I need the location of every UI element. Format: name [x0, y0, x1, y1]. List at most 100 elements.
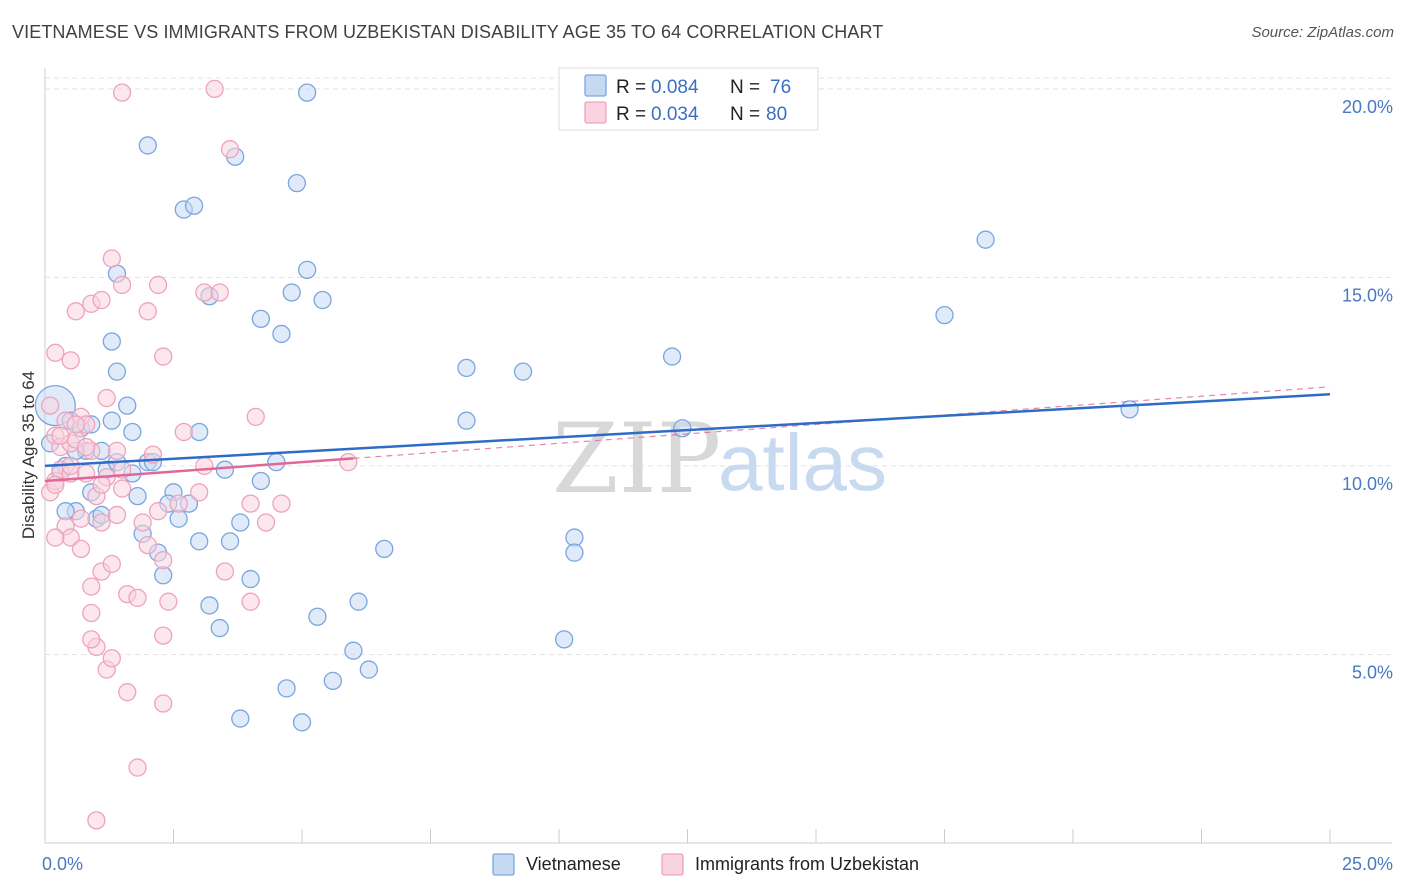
point-uzbekistan — [102, 249, 121, 268]
legend-swatch-uzbekistan — [584, 101, 607, 124]
point-vietnamese — [184, 196, 204, 215]
point-vietnamese — [102, 332, 121, 351]
point-uzbekistan — [61, 351, 80, 370]
point-vietnamese — [231, 513, 250, 532]
point-uzbekistan — [195, 283, 214, 302]
point-uzbekistan — [40, 396, 60, 415]
point-vietnamese — [349, 592, 368, 611]
legend-r-label-1: R = — [616, 104, 646, 125]
point-uzbekistan — [138, 535, 157, 555]
y-tick-label: 15.0% — [1342, 285, 1393, 305]
y-axis-title: Disability Age 35 to 64 — [19, 371, 38, 539]
watermark: ZIP atlas — [552, 403, 887, 515]
point-uzbekistan — [71, 539, 91, 559]
watermark-atlas: atlas — [718, 418, 887, 507]
point-vietnamese — [215, 460, 235, 479]
legend-n-value-0: 76 — [770, 77, 791, 98]
point-uzbekistan — [195, 456, 214, 476]
point-uzbekistan — [169, 494, 188, 513]
x-tick-label: 25.0% — [1342, 854, 1393, 874]
point-uzbekistan — [46, 528, 65, 547]
point-uzbekistan — [159, 592, 178, 611]
point-vietnamese — [976, 230, 995, 249]
point-uzbekistan — [112, 83, 132, 102]
point-vietnamese — [344, 641, 363, 660]
point-uzbekistan — [148, 275, 168, 295]
point-vietnamese — [272, 324, 291, 344]
point-uzbekistan — [133, 513, 152, 532]
point-vietnamese — [231, 709, 250, 728]
point-uzbekistan — [148, 502, 168, 521]
trend-lines — [44, 386, 1331, 483]
legend-n-label-1: N = — [730, 104, 760, 125]
point-uzbekistan — [107, 441, 127, 460]
point-uzbekistan — [46, 343, 65, 362]
point-uzbekistan — [174, 422, 193, 442]
point-vietnamese — [190, 532, 209, 551]
point-uzbekistan — [256, 513, 276, 532]
gridlines — [45, 77, 1392, 655]
source-label: Source: ZipAtlas.com — [1251, 24, 1394, 41]
point-uzbekistan — [76, 437, 96, 457]
point-vietnamese — [513, 362, 533, 381]
bottom-legend-label-vietnamese: Vietnamese — [526, 854, 621, 874]
point-uzbekistan — [128, 758, 147, 777]
legend-n-label-0: N = — [730, 77, 760, 98]
point-uzbekistan — [215, 562, 235, 581]
point-vietnamese — [282, 283, 301, 302]
point-uzbekistan — [220, 140, 240, 159]
point-vietnamese — [251, 309, 271, 329]
point-uzbekistan — [205, 79, 224, 99]
legend-r-value-1: 0.034 — [651, 104, 699, 125]
point-vietnamese — [554, 630, 574, 649]
point-vietnamese — [662, 347, 682, 366]
axes — [44, 68, 1392, 844]
point-vietnamese — [200, 596, 219, 615]
point-vietnamese — [210, 618, 229, 638]
point-vietnamese — [673, 419, 692, 438]
legend-n-value-1: 80 — [766, 104, 787, 125]
chart-title: VIETNAMESE VS IMMIGRANTS FROM UZBEKISTAN… — [12, 22, 884, 42]
point-uzbekistan — [82, 630, 101, 649]
point-vietnamese — [118, 396, 137, 415]
point-uzbekistan — [154, 551, 173, 570]
point-uzbekistan — [112, 275, 132, 295]
point-uzbekistan — [92, 475, 111, 494]
point-vietnamese — [267, 453, 286, 472]
point-uzbekistan — [82, 603, 101, 623]
tick-labels: 5.0% 10.0% 15.0% 20.0% 0.0% 25.0% — [42, 97, 1393, 874]
point-vietnamese — [375, 539, 394, 559]
point-vietnamese — [190, 422, 209, 442]
point-vietnamese — [287, 173, 307, 193]
point-uzbekistan — [118, 683, 137, 702]
point-vietnamese — [457, 358, 476, 378]
watermark-zip: ZIP — [552, 403, 721, 515]
bottom-legend-label-uzbekistan: Immigrants from Uzbekistan — [695, 854, 919, 874]
point-uzbekistan — [154, 626, 173, 645]
point-uzbekistan — [241, 494, 260, 513]
legend-swatch-vietnamese — [584, 74, 607, 97]
point-uzbekistan — [71, 509, 91, 528]
point-vietnamese — [308, 607, 327, 626]
point-uzbekistan — [339, 453, 358, 472]
point-uzbekistan — [66, 302, 85, 321]
point-uzbekistan — [241, 592, 260, 611]
point-uzbekistan — [102, 554, 121, 574]
point-uzbekistan — [66, 415, 85, 434]
point-vietnamese — [565, 543, 584, 562]
x-tick-label: 0.0% — [42, 854, 83, 874]
stats-legend: R = 0.084 N = 76 R = 0.034 N = 80 — [558, 67, 819, 131]
point-uzbekistan — [82, 577, 101, 596]
point-vietnamese — [138, 136, 157, 155]
point-vietnamese — [251, 471, 271, 491]
bottom-legend-swatch-uzbekistan — [661, 853, 684, 876]
point-vietnamese — [128, 486, 147, 506]
y-tick-label: 10.0% — [1342, 474, 1393, 494]
point-vietnamese — [323, 671, 342, 691]
point-uzbekistan — [92, 513, 111, 532]
point-uzbekistan — [190, 483, 209, 502]
point-vietnamese — [457, 411, 476, 430]
point-uzbekistan — [138, 302, 157, 321]
point-uzbekistan — [128, 588, 147, 608]
trend-line-vietnamese — [44, 393, 1331, 468]
